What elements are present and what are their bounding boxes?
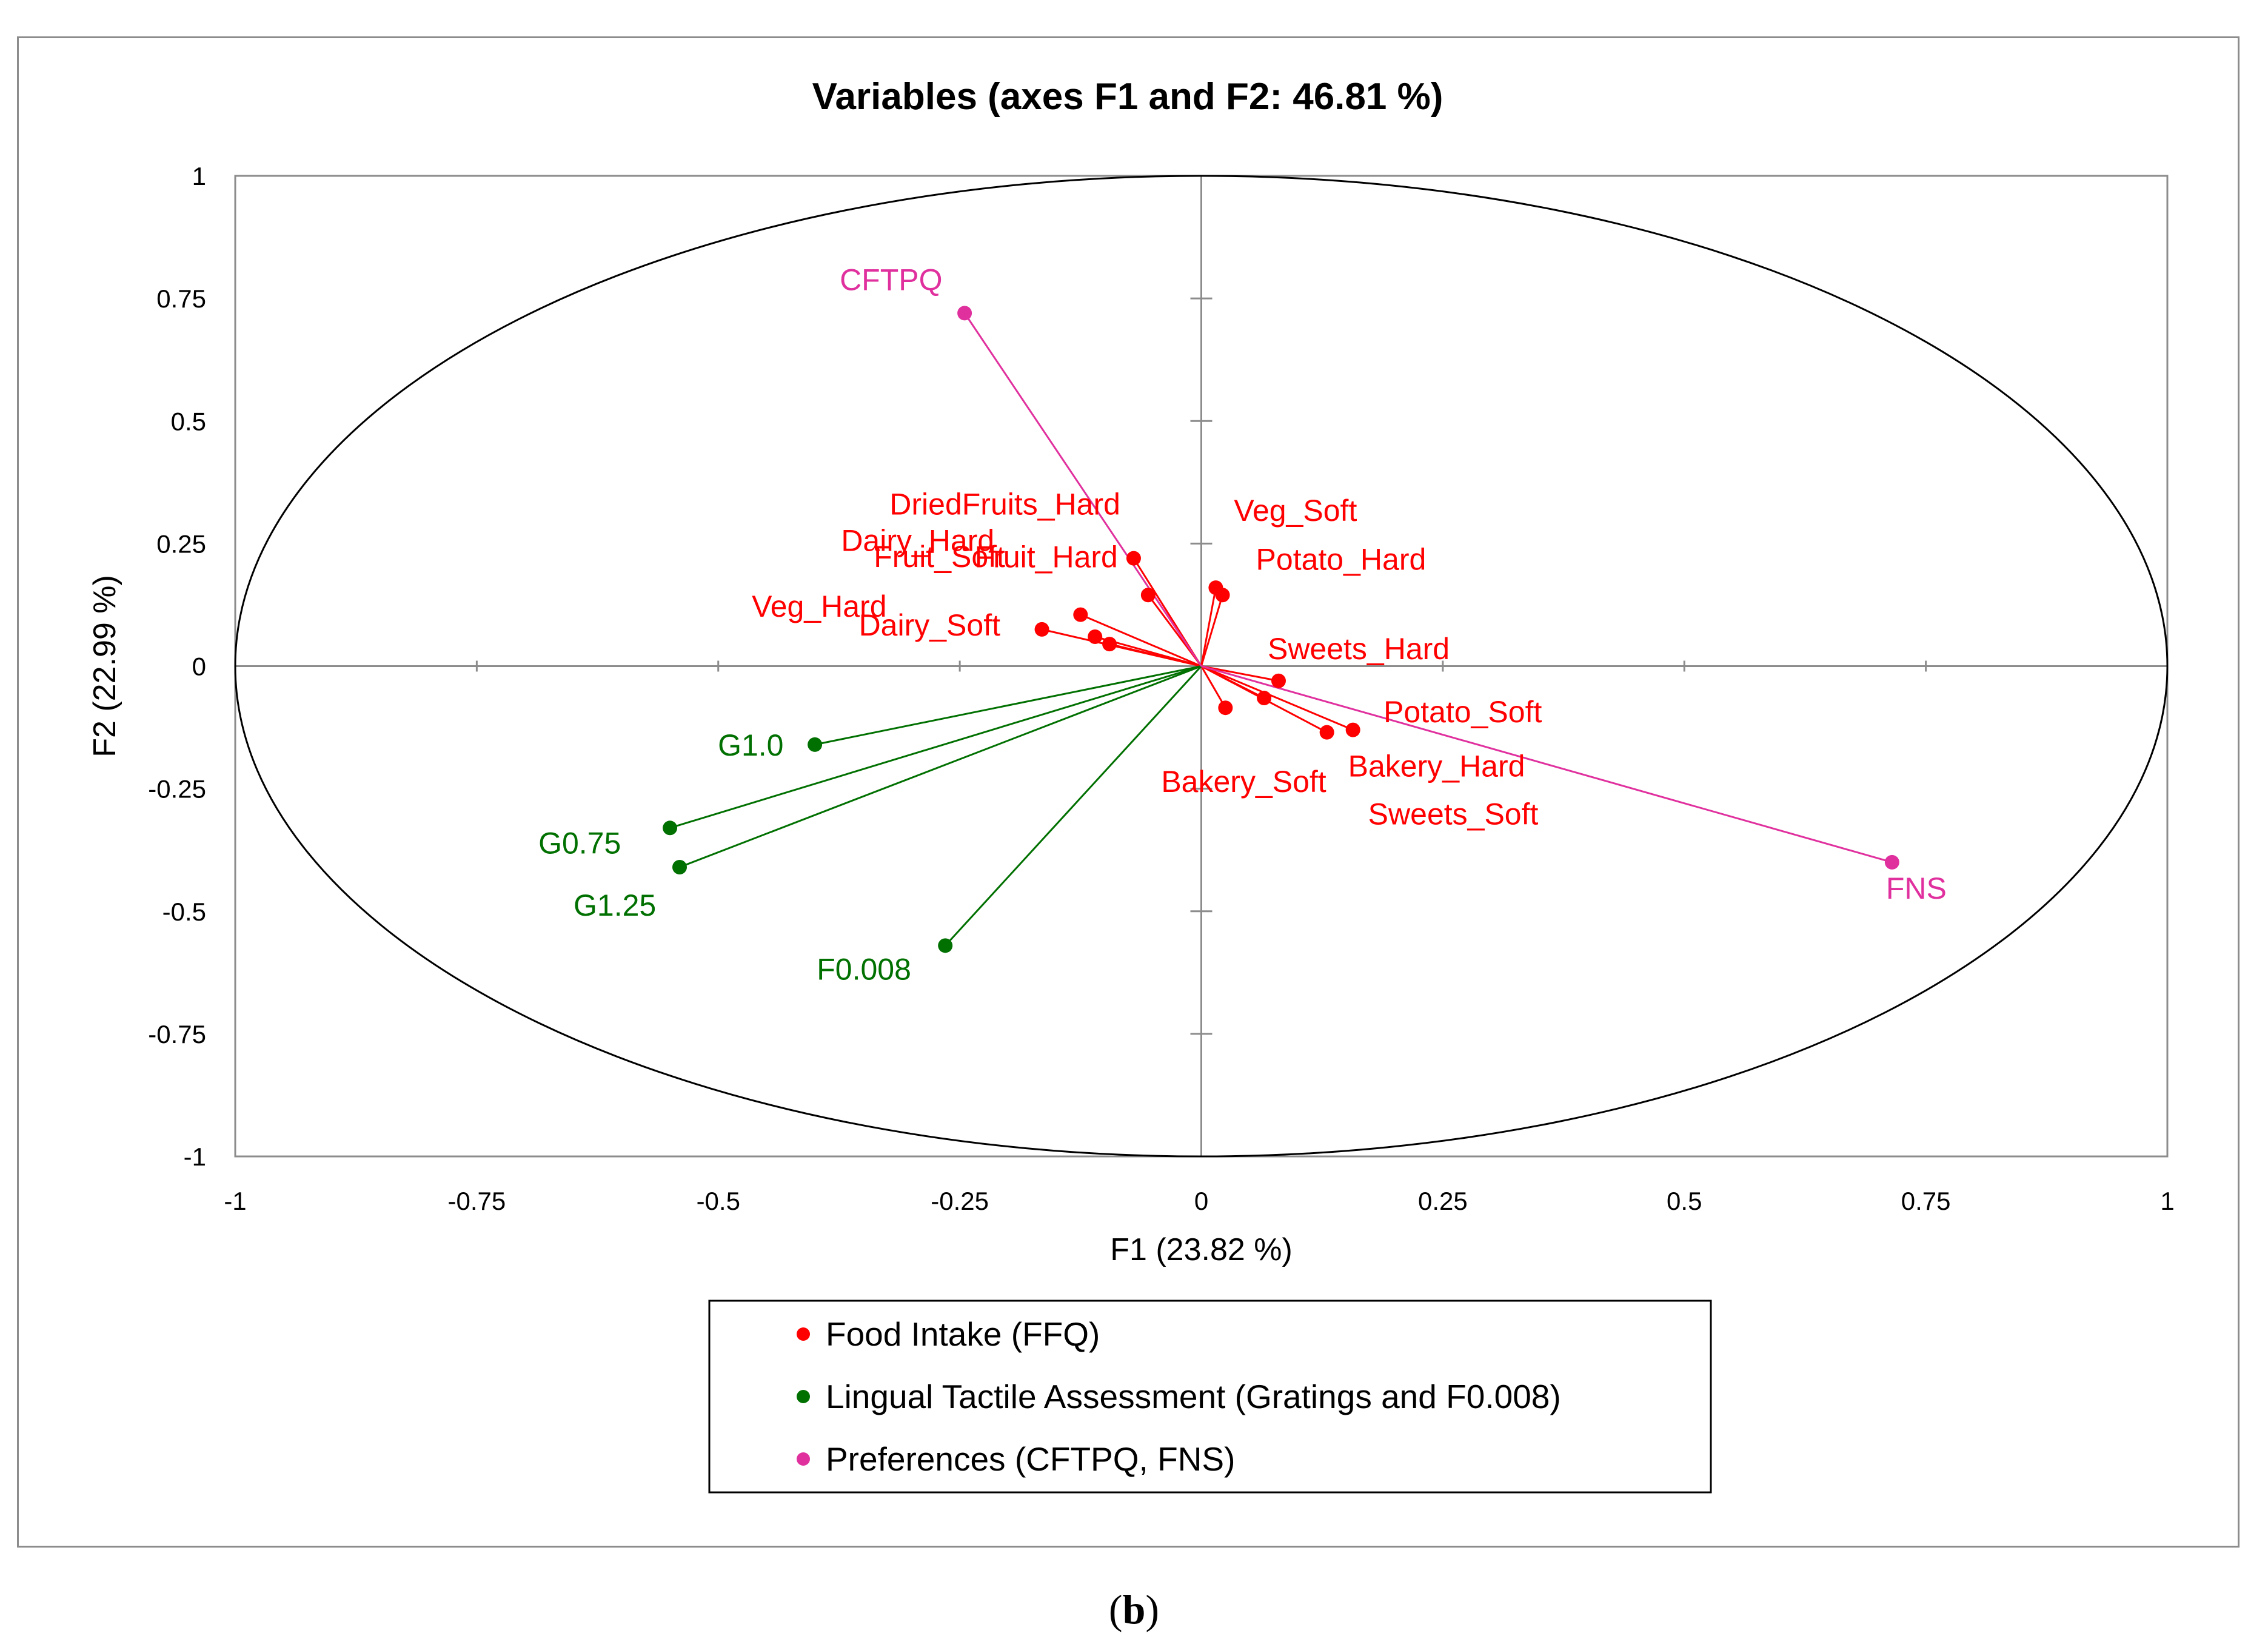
point-g1-25 — [672, 859, 687, 874]
chart-frame — [17, 36, 2240, 1548]
point-sweets-soft — [1345, 722, 1360, 737]
legend-marker-food-intake — [797, 1327, 810, 1341]
vector-fns — [1201, 665, 1893, 864]
label-dairy-hard: Dairy_Hard — [841, 524, 994, 558]
y-tick-label: 1 — [192, 162, 206, 190]
point-g1-0 — [808, 737, 823, 752]
x-tick-label: 0 — [1194, 1187, 1208, 1215]
legend: Food Intake (FFQ) Lingual Tactile Assess… — [708, 1300, 1712, 1494]
vector-potato-hard — [1200, 594, 1223, 666]
y-tick-label: 0.25 — [156, 529, 206, 558]
point-g0-75 — [663, 820, 678, 836]
label-driedfruits-hard: DriedFruits_Hard — [889, 488, 1120, 522]
chart-title: Variables (axes F1 and F2: 46.81 %) — [812, 76, 1443, 118]
vector-veg-soft — [1200, 587, 1217, 666]
point-fruit-hard — [1140, 588, 1156, 603]
point-bakery-hard — [1319, 725, 1334, 740]
label-veg-hard: Veg_Hard — [752, 589, 886, 623]
legend-box — [708, 1300, 1712, 1494]
label-f0-008: F0.008 — [817, 952, 911, 986]
y-tick-label: 0 — [192, 652, 206, 681]
legend-marker-preferences — [797, 1452, 810, 1466]
y-axis-label: F2 (22.99 %) — [87, 575, 122, 757]
vector-f0-008 — [945, 665, 1202, 947]
label-sweets-hard: Sweets_Hard — [1268, 632, 1450, 666]
vector-dairy-soft — [1042, 628, 1202, 667]
x-tick-label: -1 — [224, 1187, 246, 1215]
correlation-circle — [234, 175, 2169, 1158]
x-tick-label: 0.5 — [1667, 1187, 1702, 1215]
point-dairy-soft — [1034, 622, 1049, 637]
x-tick-label: 0.75 — [1901, 1187, 1951, 1215]
vector-g1-0 — [814, 665, 1202, 746]
vector-g1-25 — [679, 665, 1202, 868]
x-axis-label: F1 (23.82 %) — [1110, 1232, 1293, 1267]
y-tick-label: -0.5 — [162, 897, 206, 926]
legend-item-food-intake: Food Intake (FFQ) — [826, 1315, 1100, 1353]
point-potato-hard — [1215, 588, 1230, 603]
label-g0-75: G0.75 — [538, 826, 621, 860]
label-g1-25: G1.25 — [574, 888, 656, 922]
vector-sweets-hard — [1201, 665, 1279, 682]
point-bakery-soft — [1218, 700, 1233, 716]
vector-sweets-soft — [1200, 665, 1354, 731]
x-tick-label: -0.5 — [697, 1187, 740, 1215]
label-fns: FNS — [1886, 871, 1947, 905]
y-tick-label: -0.25 — [148, 775, 206, 803]
x-tick-label: -0.75 — [448, 1187, 506, 1215]
label-dairy-soft: Dairy_Soft — [859, 608, 1001, 642]
x-tick-label: 0.25 — [1418, 1187, 1468, 1215]
label-potato-soft: Potato_Soft — [1383, 695, 1542, 729]
point-dairy-hard — [1073, 607, 1088, 622]
figure-caption: (b) — [0, 1586, 2268, 1634]
y-tick-label: 0.5 — [171, 407, 206, 435]
label-sweets-soft: Sweets_Soft — [1368, 797, 1539, 831]
point-driedfruits-hard — [1126, 551, 1141, 566]
vector-g0-75 — [669, 665, 1202, 829]
label-fruit-soft: Fruit_Soft — [874, 540, 1005, 574]
legend-item-preferences: Preferences (CFTPQ, FNS) — [826, 1440, 1235, 1478]
point-sweets-hard — [1271, 673, 1286, 688]
label-potato-hard: Potato_Hard — [1256, 542, 1427, 576]
label-bakery-soft: Bakery_Soft — [1161, 765, 1326, 799]
y-tick-label: -1 — [184, 1142, 206, 1171]
label-g1-0: G1.0 — [718, 728, 783, 762]
caption-open: ( — [1108, 1586, 1123, 1632]
label-cftpq: CFTPQ — [840, 263, 942, 297]
y-tick-label: 0.75 — [156, 284, 206, 313]
point-fruit-soft — [1088, 629, 1103, 644]
y-tick-label: -0.75 — [148, 1020, 206, 1048]
caption-close: ) — [1145, 1586, 1160, 1632]
x-tick-label: -0.25 — [931, 1187, 989, 1215]
x-tick-label: 1 — [2160, 1187, 2174, 1215]
legend-marker-lingual-tactile — [797, 1390, 810, 1403]
legend-item-lingual-tactile: Lingual Tactile Assessment (Gratings and… — [826, 1378, 1561, 1415]
vector-bakery-soft — [1200, 665, 1226, 708]
point-potato-soft — [1257, 691, 1272, 706]
point-cftpq — [957, 306, 972, 321]
label-bakery-hard: Bakery_Hard — [1348, 750, 1525, 783]
point-veg-hard — [1102, 637, 1117, 652]
point-fns — [1884, 854, 1899, 870]
vector-cftpq — [963, 312, 1202, 667]
point-f0-008 — [938, 938, 953, 953]
label-veg-soft: Veg_Soft — [1234, 494, 1357, 528]
vector-dairy-hard — [1080, 614, 1202, 667]
label-fruit-hard: Fruit_Hard — [975, 540, 1118, 574]
caption-letter: b — [1122, 1586, 1146, 1632]
